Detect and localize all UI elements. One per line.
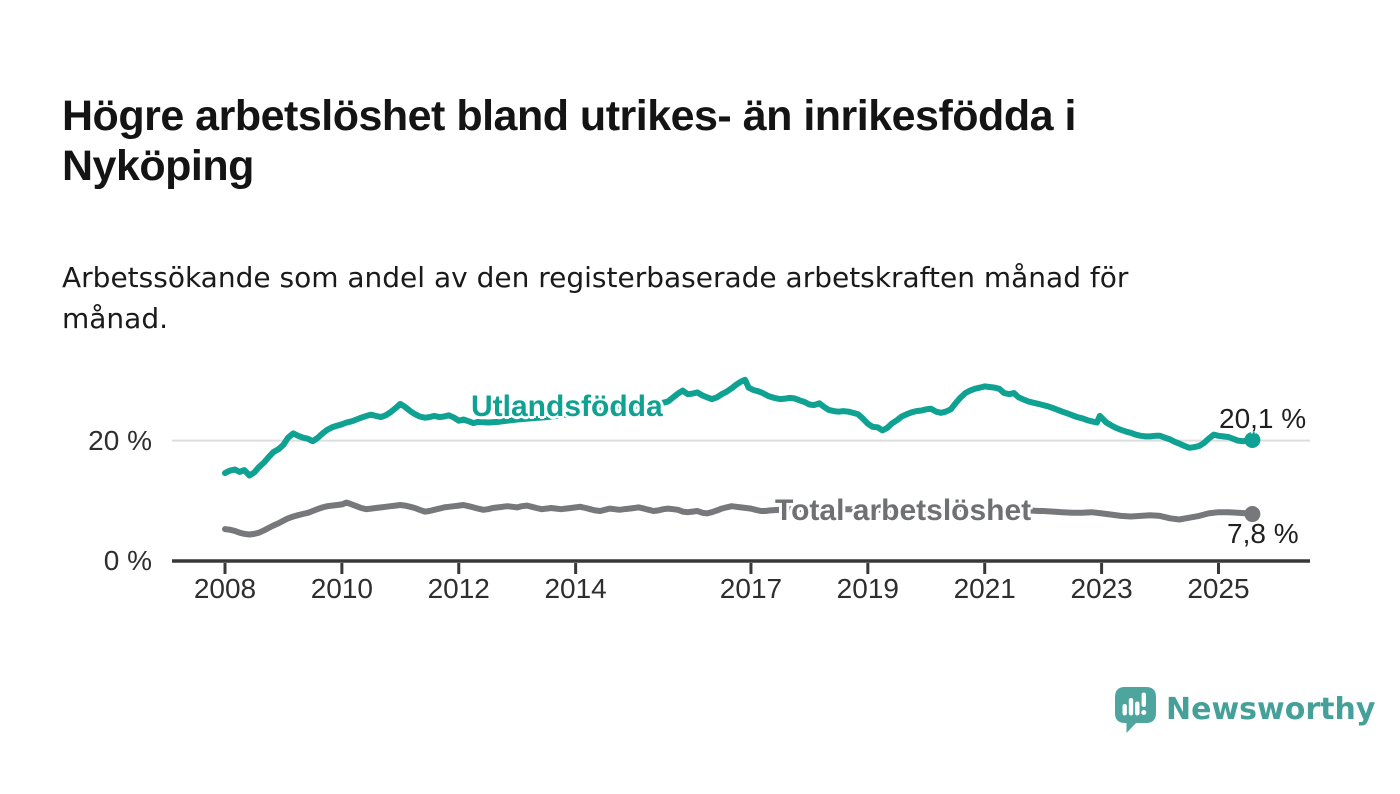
- series-label-total-arbetsloshet: Total arbetslöshet: [775, 494, 1032, 527]
- x-tick-label-2019: 2019: [836, 573, 899, 604]
- end-value-total-arbetsloshet: 7,8 %: [1227, 518, 1299, 549]
- series-end-dot-utlandsfodda: [1244, 431, 1261, 448]
- series-line-utlandsfodda: [222, 376, 1256, 479]
- series-end-dot-total-arbetsloshet: [1244, 506, 1261, 523]
- end-value-utlandsfodda: 20,1 %: [1219, 403, 1307, 434]
- newsworthy-brand-text: Newsworthy: [1166, 692, 1376, 727]
- x-tick-label-2012: 2012: [427, 573, 490, 604]
- x-tick-label-2025: 2025: [1187, 573, 1250, 604]
- series-line-total-arbetsloshet: [222, 499, 1256, 538]
- x-tick-label-2008: 2008: [193, 573, 257, 604]
- newsworthy-logo-icon: [1115, 687, 1156, 733]
- y-tick-label-20: 20 %: [88, 424, 152, 456]
- y-tick-label-0: 0 %: [103, 545, 152, 576]
- page-title: Högre arbetslöshet bland utrikes- än inr…: [62, 91, 1076, 191]
- x-tick-label-2010: 2010: [310, 573, 374, 604]
- x-tick-label-2017: 2017: [719, 573, 783, 604]
- page-subtitle: Arbetssökande som andel av den registerb…: [62, 261, 1129, 335]
- x-tick-label-2023: 2023: [1070, 573, 1133, 604]
- series-label-utlandsfodda: Utlandsfödda: [471, 390, 663, 423]
- newsworthy-brand: Newsworthy: [1113, 685, 1375, 737]
- x-tick-label-2014: 2014: [544, 573, 607, 604]
- x-tick-label-2021: 2021: [953, 573, 1016, 604]
